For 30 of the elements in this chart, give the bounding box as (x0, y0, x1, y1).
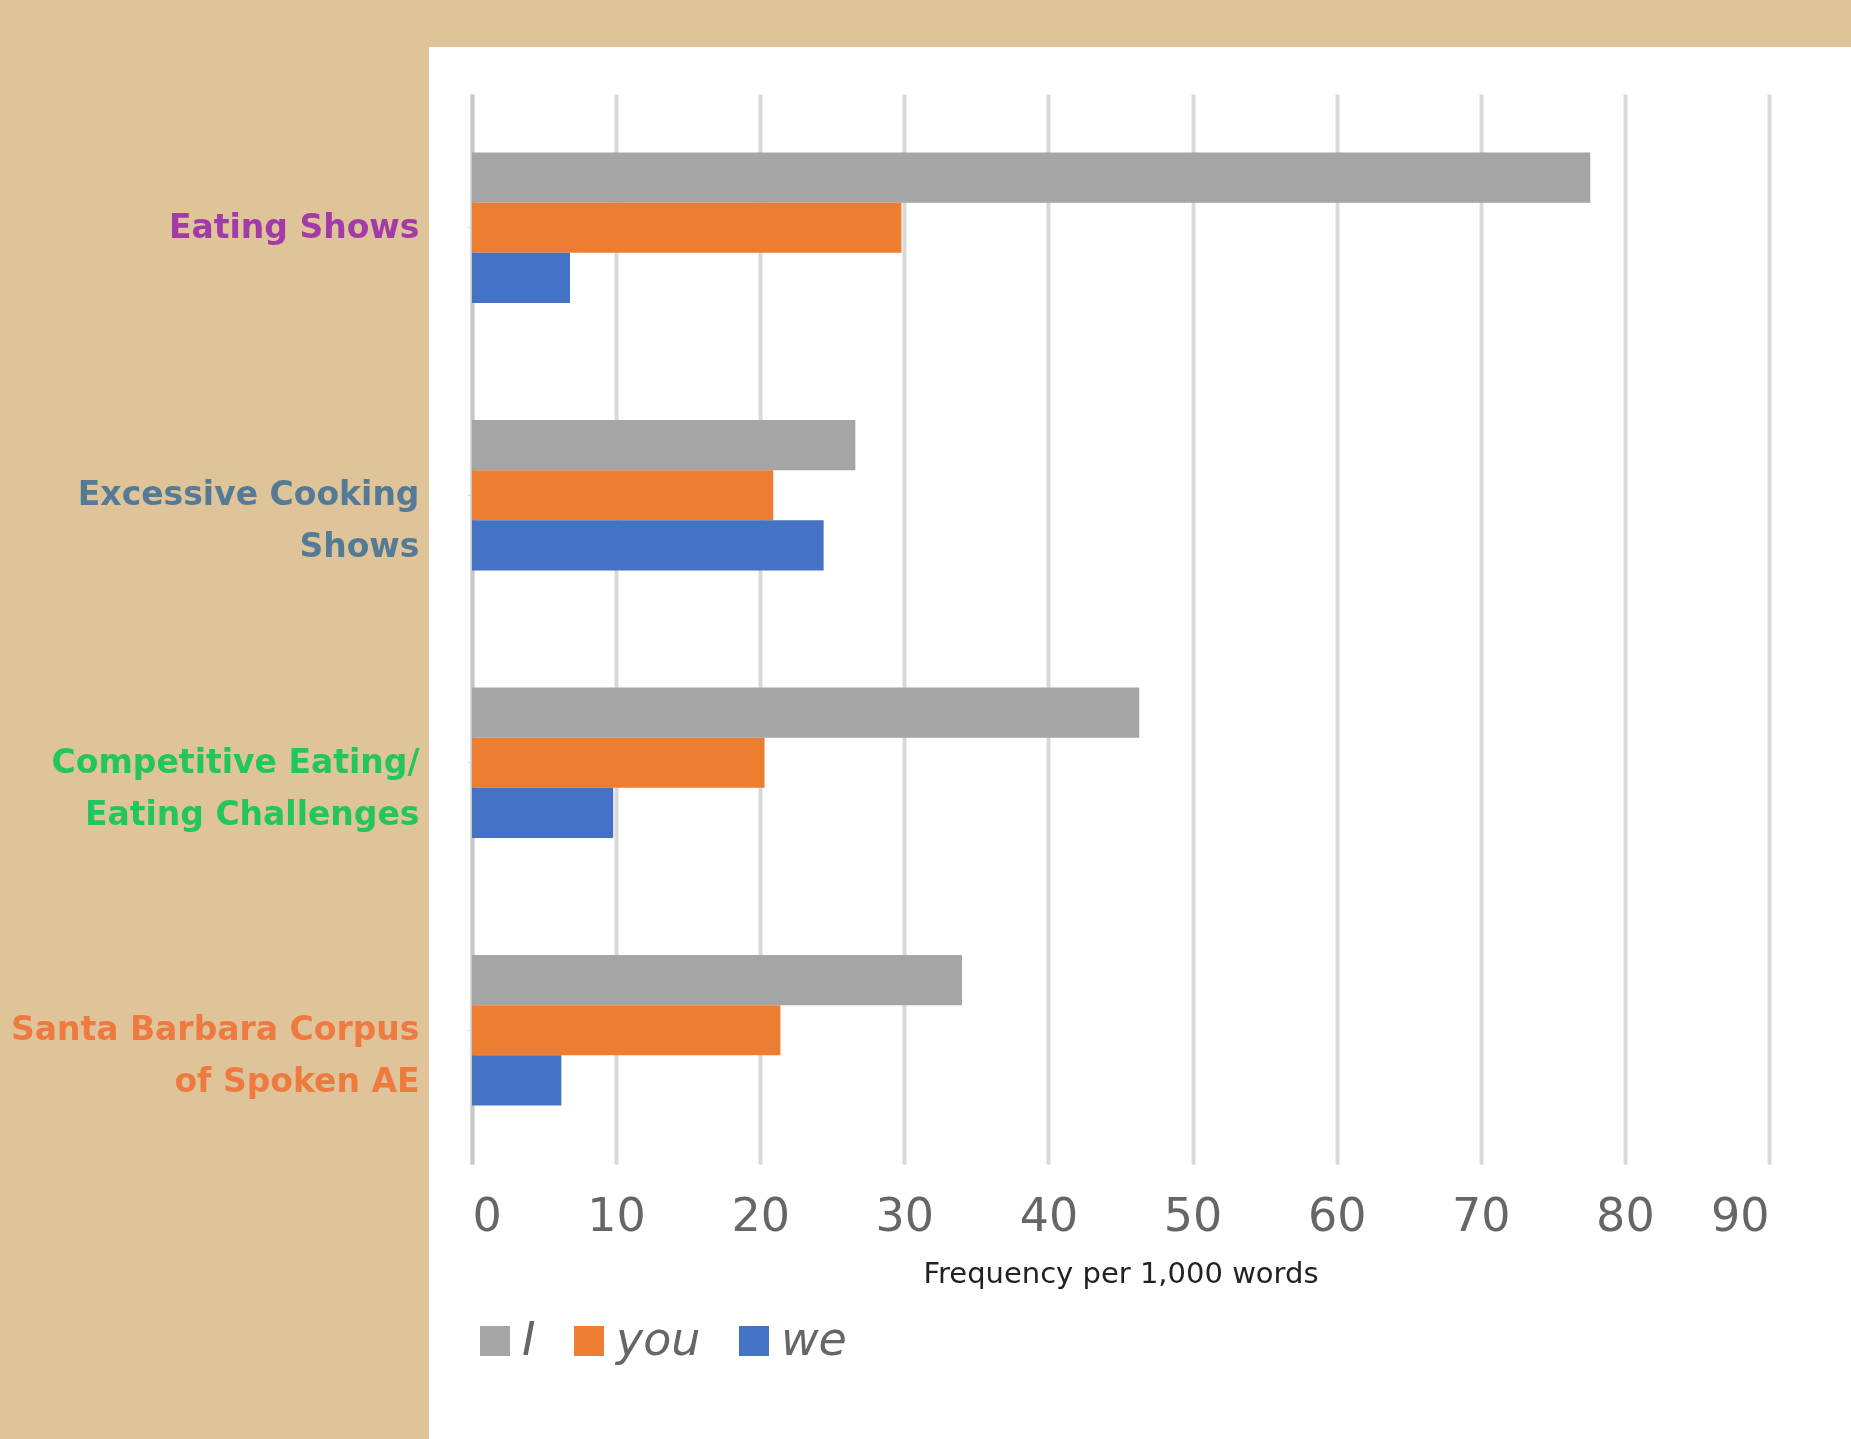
bar (472, 1005, 781, 1056)
bar (472, 252, 570, 303)
y-tick-label: Eating Shows (168, 206, 420, 246)
x-tick-label: 40 (1019, 1187, 1079, 1242)
bar (472, 470, 774, 521)
x-tick-label: 0 (472, 1187, 502, 1242)
x-tick-label: 90 (1710, 1187, 1770, 1242)
bar (472, 520, 824, 571)
x-tick-label: 10 (587, 1187, 646, 1242)
x-tick-label: 70 (1452, 1187, 1511, 1242)
bar (472, 955, 962, 1006)
legend-label: you (614, 1312, 701, 1366)
legend-label: I (522, 1312, 536, 1366)
bar (472, 737, 765, 788)
bar (472, 420, 856, 471)
x-tick-label: 60 (1307, 1187, 1367, 1242)
bar (472, 687, 1140, 738)
y-tick-label: Excessive Cooking Shows (77, 474, 420, 566)
bar (472, 787, 614, 838)
bar (472, 1055, 562, 1106)
y-tick-label: Santa Barbara Corpus of Spoken AE (10, 1009, 420, 1101)
x-tick-label: 80 (1596, 1187, 1655, 1242)
bar (472, 202, 902, 253)
legend-label: we (781, 1312, 847, 1366)
y-tick-label: Competitive Eating/ Eating Challenges (51, 741, 421, 833)
x-tick-label: 30 (875, 1187, 935, 1242)
bar (472, 152, 1591, 203)
x-tick-label: 50 (1163, 1187, 1223, 1242)
x-tick-label: 20 (731, 1187, 790, 1242)
x-axis-title: Frequency per 1,000 words (923, 1255, 1319, 1290)
